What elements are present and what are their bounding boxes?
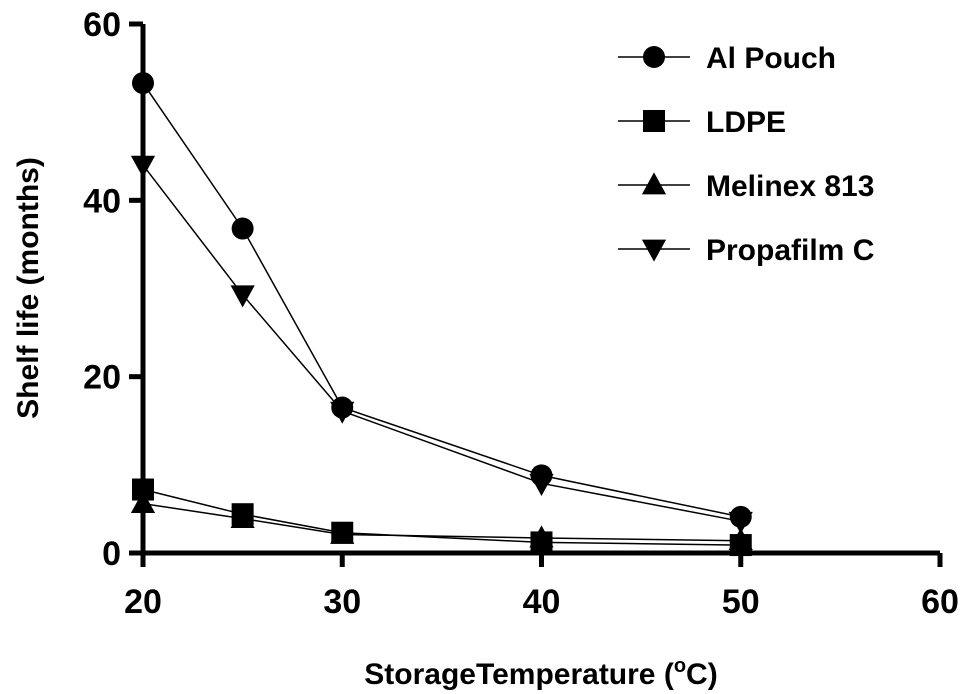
- legend-marker-propafilm-c: [641, 239, 667, 262]
- data-point-propafilm-c: [230, 285, 255, 308]
- data-point-melinex-813: [529, 525, 554, 548]
- y-tick-label: 60: [83, 6, 121, 44]
- series-propafilm-c: [130, 155, 753, 534]
- series-ldpe: [132, 478, 752, 557]
- data-point-propafilm-c: [529, 473, 554, 496]
- x-axis-title-superscript: o: [674, 655, 686, 677]
- legend-label: Al Pouch: [706, 42, 836, 75]
- legend-marker-melinex-813: [641, 172, 667, 195]
- legend: Al Pouch LDPE Melinex 813 Propafilm C: [618, 42, 874, 267]
- x-axis-title: StorageTemperature (oC): [364, 655, 717, 691]
- legend-item-propafilm-c: Propafilm C: [618, 234, 874, 267]
- series-melinex-813: [130, 490, 753, 551]
- x-tick-label: 30: [323, 583, 361, 621]
- series-line-al-pouch: [142, 82, 741, 518]
- y-tick-label: 20: [83, 359, 121, 397]
- data-point-ldpe: [132, 478, 154, 501]
- data-point-melinex-813: [230, 505, 255, 528]
- y-tick-label: 0: [102, 535, 121, 573]
- y-tick-label: 40: [83, 182, 121, 220]
- legend-item-melinex-813: Melinex 813: [618, 170, 874, 203]
- legend-item-al-pouch: Al Pouch: [618, 42, 836, 75]
- data-point-melinex-813: [130, 490, 156, 513]
- x-tick-label: 60: [921, 583, 959, 621]
- x-axis-title-main: StorageTemperature (: [364, 658, 674, 691]
- data-point-propafilm-c: [330, 401, 355, 424]
- legend-marker-al-pouch: [643, 46, 665, 68]
- legend-label: Propafilm C: [706, 234, 874, 267]
- data-point-melinex-813: [728, 528, 753, 551]
- series-layer: [130, 72, 753, 557]
- data-point-al-pouch: [231, 217, 254, 240]
- data-point-propafilm-c: [130, 155, 156, 178]
- y-axis-title: Shelf life (months): [12, 157, 45, 419]
- legend-label: LDPE: [706, 106, 786, 139]
- legend-label: Melinex 813: [706, 170, 874, 203]
- x-axis-title-unit: C): [686, 658, 718, 691]
- data-point-propafilm-c: [728, 511, 753, 534]
- series-al-pouch: [132, 72, 752, 528]
- x-tick-label: 50: [722, 583, 760, 621]
- x-tick-label: 20: [124, 583, 162, 621]
- series-line-propafilm-c: [142, 164, 741, 523]
- legend-marker-ldpe: [643, 110, 665, 132]
- data-point-al-pouch: [132, 72, 154, 95]
- x-tick-label: 40: [523, 583, 561, 621]
- legend-item-ldpe: LDPE: [618, 106, 786, 139]
- data-point-melinex-813: [330, 521, 355, 544]
